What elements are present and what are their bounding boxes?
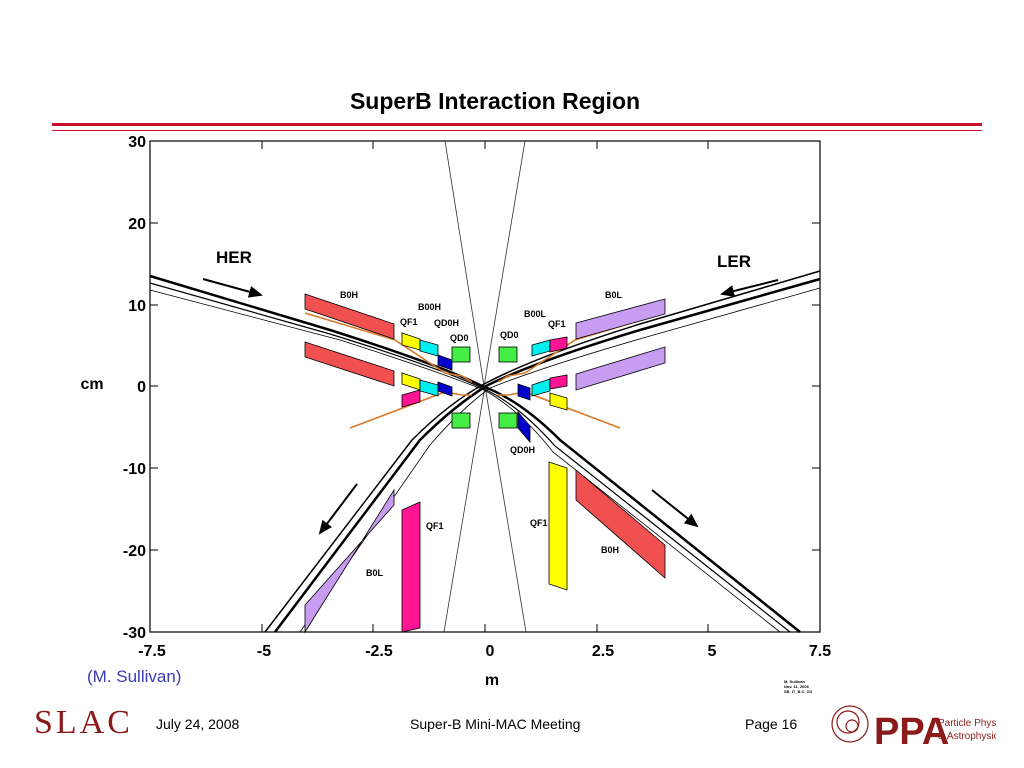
- magnet-label: B0L: [366, 568, 384, 578]
- b00l-block: [531, 378, 551, 397]
- b00h-block: [419, 379, 439, 397]
- x-tick-label: 5: [708, 643, 717, 660]
- b00l-block: [531, 339, 551, 357]
- b0h-lower-block: [575, 469, 666, 579]
- qd0h-block: [437, 354, 453, 371]
- ppa-logo-text: PPA: [874, 711, 949, 753]
- x-tick-label: 7.5: [809, 643, 831, 660]
- footer-date: July 24, 2008: [156, 716, 240, 732]
- her-label: HER: [216, 248, 252, 267]
- qd0h-block: [517, 410, 531, 444]
- x-axis-label: m: [485, 672, 499, 689]
- ppa-logo: PPA Particle Physics & Astrophysics: [831, 705, 996, 753]
- magnet-label: B0H: [340, 290, 358, 300]
- qf1-block: [401, 389, 421, 408]
- her-out-arrow-icon: [651, 489, 699, 528]
- x-tick-label: -7.5: [138, 643, 166, 660]
- x-tick-label: -2.5: [365, 643, 393, 660]
- qd0-block: [498, 346, 518, 363]
- magnet-label: QD0: [500, 330, 519, 340]
- magnet-label: B0L: [605, 290, 623, 300]
- qf1-block: [549, 336, 568, 353]
- ppa-swirl-icon: [831, 705, 869, 743]
- axis-ticks: [150, 140, 820, 632]
- credit-line: M. Sullivan: [784, 679, 805, 684]
- qd0h-block: [437, 381, 453, 397]
- ler-arrow-icon: [720, 279, 779, 297]
- qf1-block: [549, 392, 568, 411]
- qf1-block: [401, 332, 421, 351]
- b0l-upper-block-2: [575, 346, 666, 391]
- footer-page-number: Page 16: [745, 716, 798, 732]
- magnet-label: QF1: [530, 518, 548, 528]
- y-tick-label: -30: [123, 625, 146, 642]
- qf1-block: [549, 374, 568, 390]
- y-tick-label: -10: [123, 461, 146, 478]
- y-tick-label: 10: [128, 298, 146, 315]
- magnet-label: QF1: [400, 317, 418, 327]
- y-tick-label: 0: [137, 379, 146, 396]
- qf1-block: [401, 372, 421, 391]
- magnet-label: QD0H: [510, 445, 535, 455]
- detector-cone: [443, 140, 527, 633]
- her-arrow-icon: [202, 278, 263, 298]
- x-tick-label: -5: [257, 643, 271, 660]
- ler-beam-lines: [264, 270, 821, 633]
- qd0-block: [451, 346, 471, 363]
- magnet-label: B00L: [524, 309, 547, 319]
- footer-meeting: Super-B Mini-MAC Meeting: [410, 716, 581, 732]
- magnet-blocks: [304, 293, 666, 634]
- magnet-label: QD0: [450, 333, 469, 343]
- qf1-lower-block: [548, 461, 568, 591]
- magnet-label: B0H: [601, 545, 619, 555]
- ler-out-arrow-icon: [318, 483, 358, 535]
- y-tick-label: 20: [128, 216, 146, 233]
- title-rule-thick: [52, 123, 982, 126]
- credit-line: SB_IT_B.C_G3: [784, 689, 813, 694]
- magnet-label: QF1: [548, 319, 566, 329]
- magnet-label: QF1: [426, 521, 444, 531]
- slac-logo: SLAC: [34, 704, 133, 741]
- ppa-logo-line1: Particle Physics: [938, 718, 996, 729]
- qd0h-block: [517, 383, 531, 401]
- qf1-lower-block: [401, 501, 421, 633]
- slide-title: SuperB Interaction Region: [349, 88, 641, 114]
- b0l-lower-block: [304, 488, 395, 634]
- b0h-upper-block-2: [304, 341, 395, 387]
- title-rule-thin: [52, 130, 982, 131]
- magnet-label: QD0H: [434, 318, 459, 328]
- qd0-block: [498, 412, 518, 429]
- ler-label: LER: [717, 252, 751, 271]
- b0l-upper-block: [575, 298, 666, 340]
- b0h-upper-block: [304, 293, 395, 340]
- magnet-label: B00H: [418, 302, 441, 312]
- qd0-block: [451, 412, 471, 429]
- credit-line: Nov. 11, 2006: [784, 684, 810, 689]
- b00h-block: [419, 339, 439, 357]
- ppa-logo-line2: & Astrophysics: [938, 731, 996, 742]
- y-tick-label: -20: [123, 543, 146, 560]
- y-axis-label: cm: [80, 376, 103, 393]
- x-tick-label: 0: [486, 643, 495, 660]
- x-tick-label: 2.5: [592, 643, 614, 660]
- y-tick-label: 30: [128, 134, 146, 151]
- author-credit: (M. Sullivan): [87, 667, 182, 686]
